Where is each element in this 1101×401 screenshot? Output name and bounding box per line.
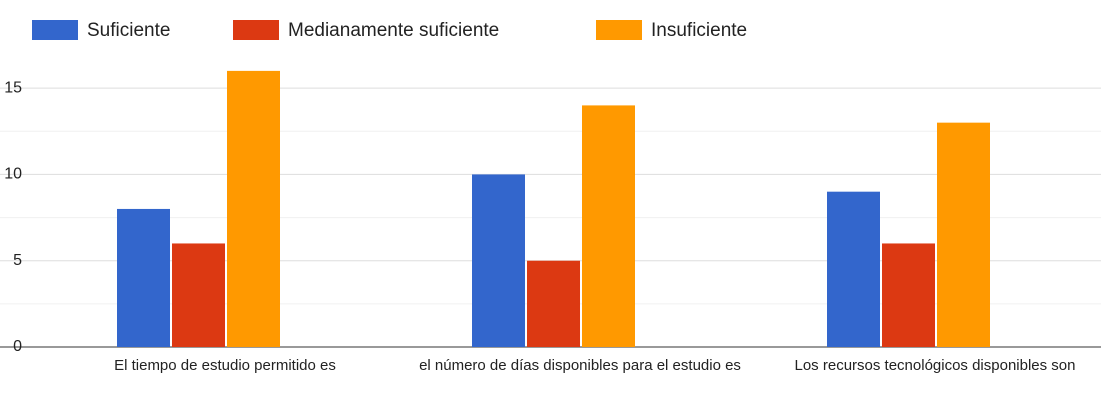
bar: [172, 243, 225, 347]
bar: [472, 174, 525, 347]
legend-label: Insuficiente: [651, 20, 747, 41]
bar: [117, 208, 170, 347]
bar: [527, 260, 580, 347]
x-tick-label: Los recursos tecnológicos disponibles so…: [794, 357, 1076, 374]
x-tick-label: el número de días disponibles para el es…: [419, 357, 741, 374]
bar: [582, 105, 635, 348]
bar: [882, 243, 935, 347]
x-tick-label: El tiempo de estudio permitido es: [114, 357, 336, 374]
legend-label: Medianamente suficiente: [288, 20, 499, 41]
x-tick-label-box: El tiempo de estudio permitido es: [114, 357, 336, 374]
bar: [937, 122, 990, 348]
legend-swatch: [32, 20, 78, 40]
y-tick-label: 0: [13, 338, 22, 355]
y-tick-label: 15: [4, 79, 22, 96]
bar: [827, 191, 880, 347]
y-tick-label: 10: [4, 166, 22, 183]
legend-swatch: [233, 20, 279, 40]
legend-swatch: [596, 20, 642, 40]
x-tick-label-box: el número de días disponibles para el es…: [419, 357, 741, 374]
bar: [227, 70, 280, 347]
legend-label: Suficiente: [87, 20, 170, 41]
y-tick-label: 5: [13, 252, 22, 269]
x-tick-label-box: Los recursos tecnológicos disponibles so…: [794, 357, 1076, 374]
